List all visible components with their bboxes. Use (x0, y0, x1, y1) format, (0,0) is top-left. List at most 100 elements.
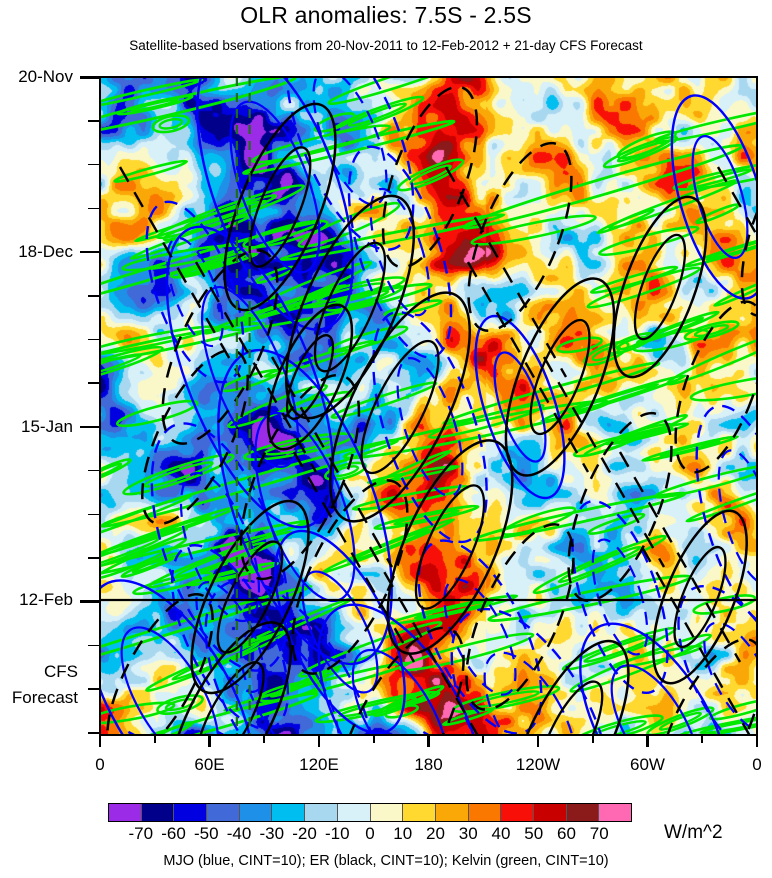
mjo-contour-positive (417, 539, 543, 735)
er-contour-positive (118, 166, 242, 378)
er-contour-positive (270, 356, 394, 568)
x-axis-label: 60E (194, 755, 225, 774)
x-axis-label: 120W (515, 755, 561, 774)
colorbar-swatch (599, 804, 631, 821)
colorbar-tick-label: -70 (128, 824, 154, 843)
x-axis-minor-tick (591, 735, 594, 743)
mjo-contour-negative (274, 529, 406, 735)
mjo-contour-positive (396, 356, 464, 498)
er-contour-positive (467, 141, 573, 333)
x-axis-major-tick (427, 735, 430, 747)
kelvin-contour (470, 214, 597, 246)
kelvin-contour (557, 545, 642, 584)
kelvin-contour (100, 584, 313, 680)
x-axis-label: 120E (299, 755, 339, 774)
kelvin-contour (100, 220, 322, 308)
mjo-contour-negative (120, 626, 220, 735)
kelvin-contour (413, 599, 495, 620)
er-contour-negative (248, 146, 312, 268)
kelvin-contour (586, 266, 702, 309)
kelvin-contour (279, 213, 506, 262)
kelvin-contour (122, 453, 235, 496)
mjo-contour-positive (204, 579, 376, 735)
y-axis-major-tick (80, 250, 100, 254)
kelvin-contour (658, 711, 702, 731)
kelvin-contour (115, 399, 199, 428)
kelvin-contour (473, 491, 687, 542)
kelvin-contour (327, 325, 409, 353)
kelvin-contour (646, 706, 715, 735)
kelvin-contour (616, 130, 677, 160)
colorbar-swatch (501, 804, 534, 821)
er-contour-negative (168, 621, 292, 735)
kelvin-contour (158, 117, 184, 130)
x-axis-major-tick (317, 735, 321, 747)
plot-area[interactable] (100, 77, 757, 735)
kelvin-contour (641, 435, 740, 462)
y-axis-minor-tick (88, 207, 100, 210)
kelvin-contour (556, 336, 603, 354)
kelvin-contour (100, 505, 240, 558)
er-contour-positive (194, 261, 318, 473)
colorbar-swatch (141, 804, 175, 821)
x-axis-label: 60W (630, 755, 665, 774)
kelvin-contour (338, 696, 417, 718)
mjo-contour-negative (579, 622, 731, 735)
x-axis-minor-tick (153, 735, 156, 743)
kelvin-contour (409, 164, 452, 186)
kelvin-contour (693, 324, 730, 338)
colorbar-swatch (370, 804, 404, 821)
x-axis-label: 0 (95, 755, 105, 774)
mjo-contour-negative (317, 603, 483, 735)
colorbar-swatch (174, 804, 208, 821)
mjo-contour-negative (670, 94, 757, 300)
y-axis-minor-tick (88, 732, 100, 734)
mjo-contour-positive (483, 651, 577, 735)
er-contour-negative (652, 509, 748, 685)
er-contour-positive (444, 166, 568, 378)
er-contour-negative (633, 233, 687, 341)
colorbar-tick-labels: -70 -60 -50 -40 -30 -20 -10 0 10 20 30 40 50 60 70 (0, 824, 772, 846)
kelvin-contour (330, 381, 438, 419)
y-axis-minor-tick (88, 513, 100, 516)
er-contour-negative (510, 639, 630, 735)
er-contour-negative (529, 318, 591, 436)
x-axis-major-tick (208, 735, 211, 747)
kelvin-contour (203, 566, 262, 583)
x-axis: 0 60E 120E 180 120W 60W 0 (95, 735, 762, 781)
kelvin-contour (242, 119, 456, 175)
er-contour-positive (640, 546, 751, 735)
kelvin-contour (324, 461, 367, 481)
kelvin-contour (683, 320, 740, 341)
y-axis-major-tick (80, 600, 100, 603)
mjo-contour-positive (677, 585, 757, 735)
kelvin-contour (389, 594, 519, 625)
kelvin-contour (113, 159, 189, 183)
kelvin-contour (100, 345, 164, 386)
kelvin-contour (327, 77, 477, 106)
er-contour-positive (655, 638, 757, 735)
kelvin-contour (583, 340, 630, 367)
y-axis-minor-tick (88, 469, 100, 472)
y-axis-forecast-label: CFS (44, 662, 78, 681)
kelvin-contour (314, 690, 441, 724)
kelvin-contour (347, 102, 407, 127)
colorbar-tick-label: -10 (324, 824, 350, 843)
er-contour-negative (360, 339, 440, 475)
kelvin-contour (598, 225, 700, 257)
y-axis-label: 12-Feb (19, 590, 73, 609)
colorbar-swatch (566, 804, 600, 821)
colorbar-tick-label: 10 (393, 824, 413, 843)
mjo-contour-positive (703, 621, 757, 733)
er-contour-negative (414, 484, 486, 610)
colorbar[interactable] (108, 803, 632, 822)
kelvin-contour (100, 462, 123, 480)
kelvin-contour (100, 526, 188, 582)
er-contour-positive (239, 373, 361, 581)
kelvin-contour (699, 716, 757, 735)
x-axis-minor-tick (372, 735, 375, 743)
er-contour-positive (674, 300, 757, 474)
kelvin-contour (156, 694, 204, 715)
kelvin-contour (100, 321, 265, 366)
